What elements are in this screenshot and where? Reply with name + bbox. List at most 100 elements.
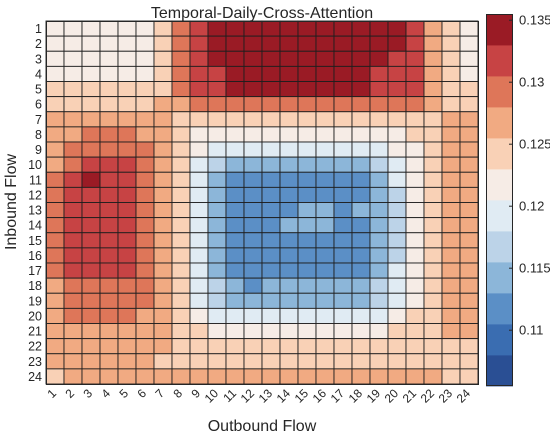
- heatmap-cell-r7-c16: [315, 111, 335, 128]
- heatmap-cell-r18-c6: [135, 277, 155, 294]
- heatmap-cell-r17-c13: [261, 262, 281, 279]
- heatmap-cell-r22-c6: [135, 338, 155, 355]
- heatmap-cell-r20-c17: [333, 307, 353, 324]
- heatmap-cell-r12-c21: [405, 186, 425, 203]
- heatmap-cell-r11-c8: [171, 171, 191, 188]
- heatmap-cell-r6-c3: [81, 96, 101, 113]
- heatmap-cell-r1-c12: [243, 20, 263, 37]
- heatmap-cell-r15-c10: [207, 232, 227, 249]
- heatmap-cell-r21-c16: [315, 323, 335, 340]
- heatmap-cell-r9-c7: [153, 141, 173, 158]
- heatmap-cell-r14-c14: [279, 217, 299, 234]
- heatmap-cell-r22-c13: [261, 338, 281, 355]
- colorbar-tick-label: 0.12: [519, 199, 544, 214]
- heatmap-cell-r5-c12: [243, 81, 263, 98]
- heatmap-cell-r14-c12: [243, 217, 263, 234]
- heatmap-cell-r17-c11: [225, 262, 245, 279]
- heatmap-cell-r24-c9: [189, 368, 209, 385]
- heatmap-cell-r21-c3: [81, 323, 101, 340]
- heatmap-cell-r8-c18: [351, 126, 371, 143]
- heatmap-cell-r23-c7: [153, 353, 173, 370]
- heatmap-cell-r2-c1: [45, 35, 65, 52]
- heatmap-cell-r12-c12: [243, 186, 263, 203]
- heatmap-cell-r17-c4: [99, 262, 119, 279]
- heatmap-cell-r12-c18: [351, 186, 371, 203]
- heatmap-cell-r17-c7: [153, 262, 173, 279]
- heatmap-cell-r4-c16: [315, 65, 335, 82]
- heatmap-cell-r11-c7: [153, 171, 173, 188]
- heatmap-cell-r18-c19: [369, 277, 389, 294]
- heatmap-cell-r14-c18: [351, 217, 371, 234]
- heatmap-cell-r6-c19: [369, 96, 389, 113]
- colorbar-tick-label: 0.135: [519, 13, 550, 28]
- heatmap-cell-r24-c19: [369, 368, 389, 385]
- y-tick-label: 4: [35, 67, 42, 81]
- heatmap-cell-r2-c7: [153, 35, 173, 52]
- heatmap-cell-r24-c14: [279, 368, 299, 385]
- heatmap-cell-r10-c16: [315, 156, 335, 173]
- heatmap-cell-r15-c22: [423, 232, 443, 249]
- x-tick-label: 23: [436, 386, 456, 406]
- heatmap-cell-r19-c4: [99, 292, 119, 309]
- y-tick-label: 2: [35, 37, 42, 51]
- heatmap-cell-r13-c15: [297, 202, 317, 219]
- heatmap-cell-r17-c10: [207, 262, 227, 279]
- heatmap-cell-r24-c17: [333, 368, 353, 385]
- heatmap-cell-r16-c8: [171, 247, 191, 264]
- heatmap-cell-r8-c3: [81, 126, 101, 143]
- heatmap-cell-r19-c15: [297, 292, 317, 309]
- heatmap-cell-r19-c9: [189, 292, 209, 309]
- heatmap-cell-r18-c10: [207, 277, 227, 294]
- heatmap-cell-r9-c11: [225, 141, 245, 158]
- y-tick-label: 20: [28, 309, 42, 323]
- heatmap-cell-r18-c11: [225, 277, 245, 294]
- heatmap-cell-r7-c11: [225, 111, 245, 128]
- heatmap-cell-r16-c7: [153, 247, 173, 264]
- heatmap-cell-r11-c14: [279, 171, 299, 188]
- heatmap-cell-r23-c2: [63, 353, 83, 370]
- heatmap-cell-r3-c18: [351, 50, 371, 67]
- heatmap-cell-r6-c22: [423, 96, 443, 113]
- colorbar-segment: [486, 324, 513, 356]
- heatmap-cell-r9-c20: [387, 141, 407, 158]
- heatmap-cell-r8-c22: [423, 126, 443, 143]
- y-axis-label: Inbound Flow: [3, 154, 20, 251]
- heatmap-cell-r8-c2: [63, 126, 83, 143]
- heatmap-cell-r24-c18: [351, 368, 371, 385]
- heatmap-cell-r23-c23: [441, 353, 461, 370]
- heatmap-cell-r10-c17: [333, 156, 353, 173]
- heatmap-cell-r11-c11: [225, 171, 245, 188]
- heatmap-cell-r17-c12: [243, 262, 263, 279]
- y-tick-label: 14: [28, 219, 42, 233]
- heatmap-cell-r2-c14: [279, 35, 299, 52]
- heatmap-cell-r12-c2: [63, 186, 83, 203]
- y-tick-label: 24: [28, 370, 42, 384]
- heatmap-cell-r11-c17: [333, 171, 353, 188]
- heatmap-cell-r20-c7: [153, 307, 173, 324]
- heatmap-cell-r20-c24: [459, 307, 479, 324]
- colorbar-frame: [486, 14, 513, 386]
- heatmap-cell-r6-c7: [153, 96, 173, 113]
- y-tick-label: 13: [28, 204, 42, 218]
- heatmap-cell-r1-c19: [369, 20, 389, 37]
- heatmap-cell-r2-c6: [135, 35, 155, 52]
- heatmap-cell-r18-c22: [423, 277, 443, 294]
- heatmap-cell-r24-c2: [63, 368, 83, 385]
- heatmap-cell-r5-c23: [441, 81, 461, 98]
- heatmap-cell-r15-c7: [153, 232, 173, 249]
- heatmap-cell-r22-c18: [351, 338, 371, 355]
- heatmap-cell-r6-c21: [405, 96, 425, 113]
- colorbar-segment: [486, 107, 513, 139]
- heatmap-cell-r12-c10: [207, 186, 227, 203]
- heatmap-cell-r21-c10: [207, 323, 227, 340]
- heatmap-cell-r14-c1: [45, 217, 65, 234]
- heatmap-cell-r21-c13: [261, 323, 281, 340]
- heatmap-cell-r15-c3: [81, 232, 101, 249]
- heatmap-cell-r13-c14: [279, 202, 299, 219]
- heatmap-cell-r10-c4: [99, 156, 119, 173]
- heatmap-cell-r11-c24: [459, 171, 479, 188]
- heatmap-cell-r1-c4: [99, 20, 119, 37]
- heatmap-cell-r22-c11: [225, 338, 245, 355]
- heatmap-cell-r22-c14: [279, 338, 299, 355]
- heatmap-cell-r15-c13: [261, 232, 281, 249]
